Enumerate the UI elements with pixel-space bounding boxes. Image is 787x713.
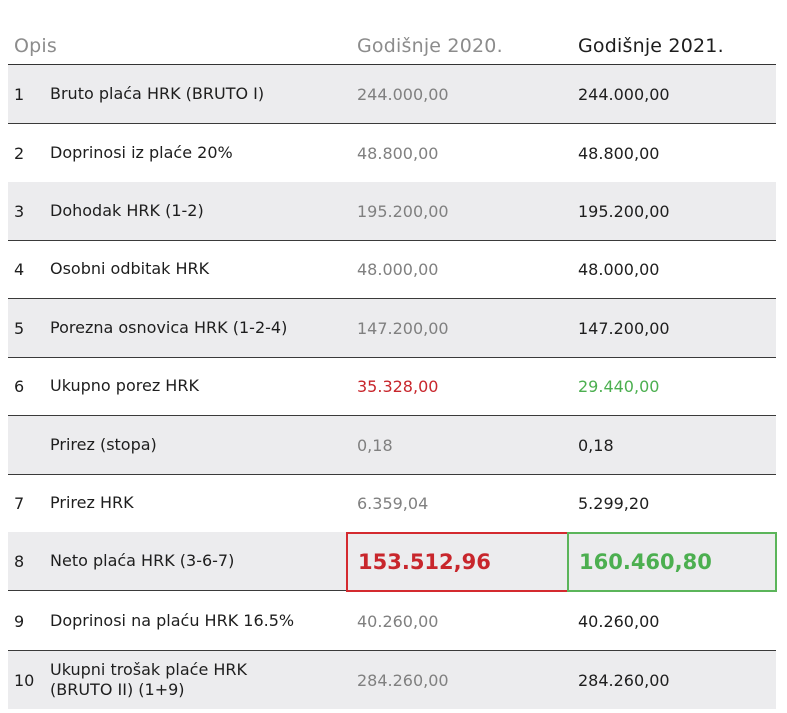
table-row: 5 Porezna osnovica HRK (1-2-4) 147.200,0… (8, 299, 776, 358)
value-2021: 0,18 (578, 435, 614, 455)
value-2021: 284.260,00 (578, 670, 670, 690)
table-row: 3 Dohodak HRK (1-2) 195.200,00 195.200,0… (8, 182, 776, 241)
row-description: Ukupni trošak plaće HRK (BRUTO II) (1+9) (50, 660, 248, 699)
table-row: 2 Doprinosi iz plaće 20% 48.800,00 48.80… (8, 124, 776, 183)
header-2020: Godišnje 2020. (357, 35, 503, 57)
row-number: 6 (14, 376, 25, 396)
row-number: 9 (14, 611, 25, 631)
value-2021: 40.260,00 (578, 611, 660, 631)
row-number: 8 (14, 551, 25, 571)
row-number: 4 (14, 259, 25, 279)
row-number: 7 (14, 493, 25, 513)
net-salary-2020-highlight: 153.512,96 (346, 532, 569, 592)
header-divider (8, 64, 776, 65)
row-number: 3 (14, 201, 25, 221)
row-description: Neto plaća HRK (3-6-7) (50, 551, 235, 570)
row-number: 2 (14, 143, 25, 163)
table-row: Prirez (stopa) 0,18 0,18 (8, 416, 776, 475)
value-2021: 147.200,00 (578, 318, 670, 338)
table-row: 4 Osobni odbitak HRK 48.000,00 48.000,00 (8, 240, 776, 299)
value-2020: 48.000,00 (357, 259, 439, 279)
value-2020: 147.200,00 (357, 318, 449, 338)
value-2020: 48.800,00 (357, 143, 439, 163)
row-description: Prirez (stopa) (50, 435, 157, 454)
table-row: 10 Ukupni trošak plaće HRK (BRUTO II) (1… (8, 651, 776, 709)
row-description: Doprinosi na plaću HRK 16.5% (50, 611, 295, 630)
row-description: Doprinosi iz plaće 20% (50, 143, 233, 162)
table-row: 9 Doprinosi na plaću HRK 16.5% 40.260,00… (8, 592, 776, 651)
table-row: 6 Ukupno porez HRK 35.328,00 29.440,00 (8, 357, 776, 416)
table-row: 7 Prirez HRK 6.359,04 5.299,20 (8, 474, 776, 533)
value-2020: 284.260,00 (357, 670, 449, 690)
net-salary-2021-highlight: 160.460,80 (567, 532, 777, 592)
row-description: Ukupno porez HRK (50, 376, 199, 395)
value-2021-tax: 29.440,00 (578, 376, 660, 396)
header-opis: Opis (14, 35, 57, 57)
row-description: Porezna osnovica HRK (1-2-4) (50, 318, 288, 337)
row-description: Prirez HRK (50, 493, 134, 512)
value-2020: 0,18 (357, 435, 393, 455)
row-number: 5 (14, 318, 25, 338)
value-2020: 6.359,04 (357, 493, 429, 513)
value-2020-tax: 35.328,00 (357, 376, 439, 396)
value-2021: 195.200,00 (578, 201, 670, 221)
value-2020: 40.260,00 (357, 611, 439, 631)
value-2020: 195.200,00 (357, 201, 449, 221)
row-number: 10 (14, 670, 35, 690)
value-2021: 244.000,00 (578, 84, 670, 104)
row-description: Osobni odbitak HRK (50, 259, 210, 278)
row-description: Bruto plaća HRK (BRUTO I) (50, 84, 265, 103)
value-2020: 244.000,00 (357, 84, 449, 104)
value-2021: 48.800,00 (578, 143, 660, 163)
value-2021: 48.000,00 (578, 259, 660, 279)
row-number (14, 416, 44, 474)
header-2021: Godišnje 2021. (578, 35, 724, 57)
table-header: Opis Godišnje 2020. Godišnje 2021. (0, 0, 787, 64)
row-number: 1 (14, 84, 25, 104)
net-salary-2020: 153.512,96 (358, 550, 491, 574)
net-salary-2021: 160.460,80 (579, 550, 712, 574)
table-row: 8 Neto plaća HRK (3-6-7) (8, 532, 776, 591)
table-row: 1 Bruto plaća HRK (BRUTO I) 244.000,00 2… (8, 65, 776, 124)
row-description: Dohodak HRK (1-2) (50, 201, 204, 220)
value-2021: 5.299,20 (578, 493, 650, 513)
